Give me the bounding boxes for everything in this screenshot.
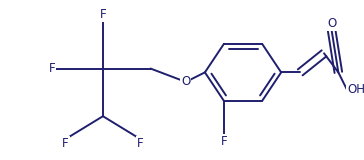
Text: F: F	[62, 137, 69, 150]
Text: F: F	[100, 8, 106, 21]
Text: O: O	[181, 75, 190, 88]
Text: F: F	[221, 135, 227, 148]
Text: F: F	[49, 62, 55, 75]
Text: F: F	[137, 137, 144, 150]
Text: O: O	[327, 17, 336, 30]
Text: OH: OH	[347, 83, 364, 96]
